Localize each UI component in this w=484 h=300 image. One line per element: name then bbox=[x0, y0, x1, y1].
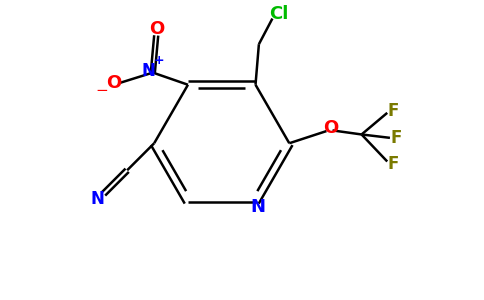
Text: N: N bbox=[142, 62, 156, 80]
Text: −: − bbox=[95, 83, 108, 98]
Text: Cl: Cl bbox=[270, 5, 289, 23]
Text: +: + bbox=[153, 54, 164, 67]
Text: F: F bbox=[390, 129, 402, 147]
Text: O: O bbox=[323, 119, 339, 137]
Text: O: O bbox=[106, 74, 121, 92]
Text: F: F bbox=[388, 154, 399, 172]
Text: N: N bbox=[250, 198, 265, 216]
Text: O: O bbox=[149, 20, 165, 38]
Text: F: F bbox=[388, 102, 399, 120]
Text: N: N bbox=[91, 190, 105, 208]
